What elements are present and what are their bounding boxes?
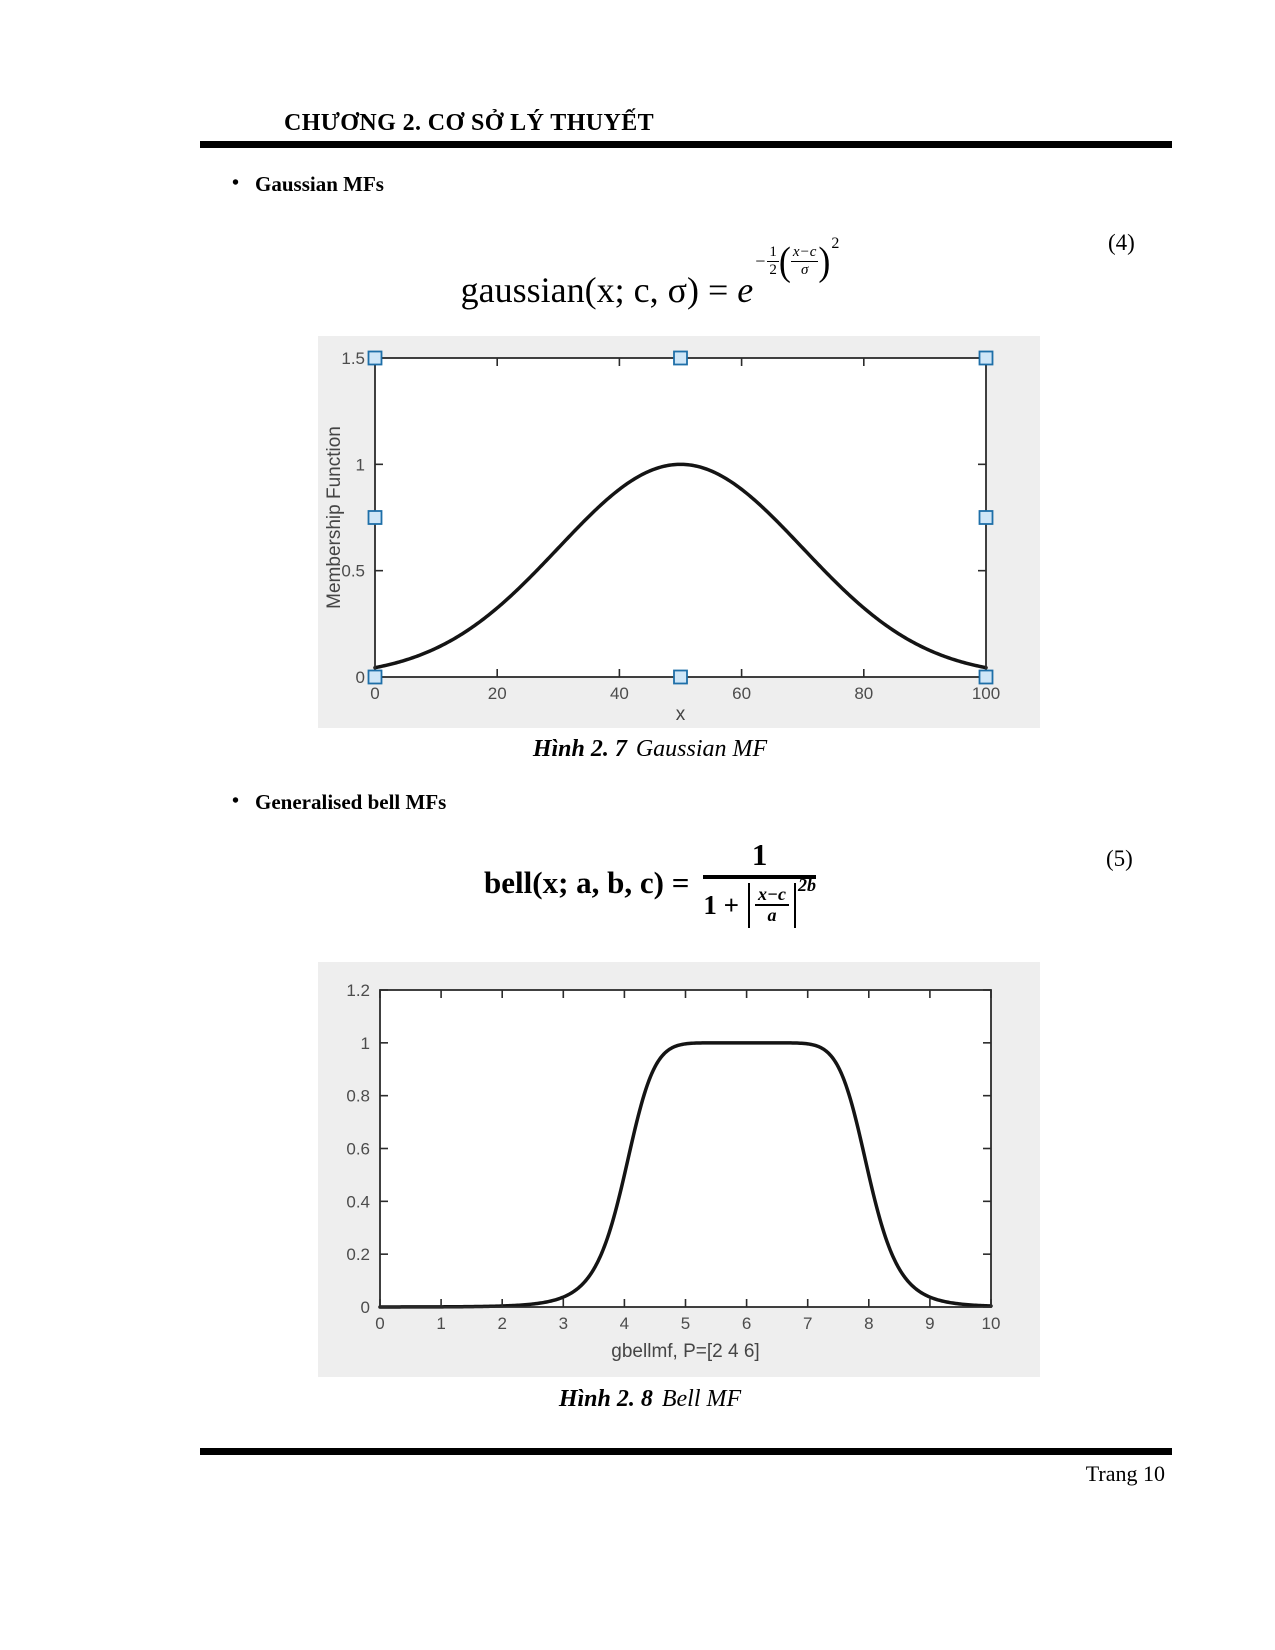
- x-tick-label: 80: [854, 684, 873, 703]
- gaussian-mf-chart: 0 20 40 60 80 100 0 0.5 1 1.5 x Membership Function: [324, 349, 1000, 725]
- x-tick-label: 0: [370, 684, 379, 703]
- inner-fraction: x−c σ: [790, 244, 819, 278]
- x-tick-label: 100: [972, 684, 1000, 703]
- selection-handle: [673, 350, 688, 366]
- y-axis-label: Membership Function: [324, 426, 345, 609]
- y-tick-label: 1: [356, 455, 365, 474]
- header-rule: [200, 141, 1172, 148]
- figure-caption-2: Hình 2. 8 Bell MF: [200, 1386, 1100, 1413]
- plot-area: [380, 990, 991, 1307]
- fraction-bar: [703, 875, 816, 879]
- y-tick-label: 0.6: [346, 1140, 370, 1159]
- right-paren: ): [818, 238, 831, 284]
- y-tick-label: 0.4: [346, 1192, 370, 1211]
- x-tick-label: 60: [732, 684, 751, 703]
- bullet-label: Gaussian MFs: [255, 172, 384, 196]
- x-tick-label: 5: [681, 1314, 690, 1333]
- abs-numerator: x−c: [755, 884, 789, 907]
- selection-handle: [367, 669, 383, 685]
- y-tick-label: 0: [356, 668, 365, 687]
- inner-numerator: x−c: [790, 244, 819, 262]
- x-tick-label: 40: [610, 684, 629, 703]
- caption-number: Hình 2. 8: [558, 1386, 653, 1412]
- x-tick-label: 9: [925, 1314, 934, 1333]
- y-tick-label: 1.5: [341, 349, 365, 368]
- equation-bell: bell(x; a, b, c) = 1 1 + x−c a 2b: [200, 837, 1100, 929]
- denominator-prefix: 1 +: [703, 889, 740, 920]
- minus-sign: −: [755, 251, 766, 271]
- x-tick-label: 2: [497, 1314, 506, 1333]
- equation-gaussian: gaussian(x; c, σ) = e − 1 2 ( x−c σ ) 2: [200, 236, 1100, 309]
- selection-handle: [367, 350, 383, 366]
- absolute-value-group: x−c a: [748, 882, 796, 929]
- footer-rule: [200, 1448, 1172, 1455]
- y-tick-label: 1.2: [346, 981, 370, 1000]
- y-tick-label: 0: [361, 1298, 370, 1317]
- selection-handle: [978, 510, 994, 525]
- figure-caption-1: Hình 2. 7 Gaussian MF: [200, 736, 1100, 763]
- caption-text: Bell MF: [661, 1386, 742, 1412]
- x-tick-label: 6: [742, 1314, 751, 1333]
- equation-gaussian-exponent: − 1 2 ( x−c σ ) 2: [755, 236, 839, 284]
- x-tick-label: 4: [620, 1314, 629, 1333]
- half-numerator: 1: [767, 244, 779, 262]
- membership-curve: [373, 462, 988, 670]
- inner-denominator: σ: [800, 261, 809, 278]
- power-2b: 2b: [797, 875, 816, 896]
- squared-power: 2: [831, 235, 840, 252]
- equation-number-4: (4): [1108, 230, 1135, 255]
- bullet-label: Generalised bell MFs: [255, 790, 447, 814]
- x-tick-label: 0: [375, 1314, 384, 1333]
- y-tick-label: 0.8: [346, 1087, 370, 1106]
- left-paren: (: [778, 238, 791, 284]
- bullet-icon: •: [232, 790, 240, 812]
- gaussian-lhs-text: gaussian(x; c, σ) =: [460, 270, 738, 310]
- selection-handle: [978, 669, 994, 685]
- selection-handle: [673, 669, 688, 685]
- page-number: Trang 10: [1085, 1461, 1165, 1486]
- tick-marks: [379, 989, 992, 1308]
- equation-number-5: (5): [1106, 846, 1133, 871]
- selection-handle: [367, 510, 383, 525]
- bullet-item-bell-mfs: • Generalised bell MFs: [232, 790, 446, 815]
- x-tick-label: 8: [864, 1314, 873, 1333]
- caption-text: Gaussian MF: [635, 736, 768, 762]
- bell-main-fraction: 1 1 + x−c a 2b: [703, 837, 816, 929]
- x-axis-label: gbellmf, P=[2 4 6]: [611, 1341, 759, 1362]
- gaussian-base-e: e: [737, 270, 754, 310]
- x-axis-label: x: [676, 704, 686, 725]
- half-fraction: 1 2: [767, 244, 779, 278]
- abs-denominator: a: [767, 905, 777, 926]
- y-tick-label: 0.5: [341, 562, 365, 581]
- chapter-heading: CHƯƠNG 2. CƠ SỞ LÝ THUYẾT: [284, 110, 655, 136]
- caption-number: Hình 2. 7: [532, 736, 627, 762]
- bullet-item-gaussian-mfs: • Gaussian MFs: [232, 172, 384, 197]
- bell-numerator: 1: [751, 837, 768, 872]
- half-denominator: 2: [769, 261, 777, 278]
- figure-gaussian-mf: 0 20 40 60 80 100 0 0.5 1 1.5 x Membership Function: [318, 336, 1040, 728]
- bell-lhs-text: bell(x; a, b, c) =: [484, 865, 690, 901]
- x-tick-label: 3: [559, 1314, 568, 1333]
- bell-denominator: 1 + x−c a 2b: [703, 876, 816, 929]
- x-tick-label: 20: [488, 684, 507, 703]
- abs-inner-fraction: x−c a: [755, 884, 789, 927]
- figure-bell-mf: 0 1 2 3 4 5 6 7 8 9 10 0 0.2 0.4 0.6 0.8 1 1.2 gbellmf, P=…: [318, 962, 1040, 1377]
- selection-handle: [978, 350, 994, 366]
- y-tick-label: 1: [361, 1034, 370, 1053]
- x-tick-label: 7: [803, 1314, 812, 1333]
- equation-gaussian-lhs: gaussian(x; c, σ) = e: [461, 272, 754, 308]
- bell-mf-chart: 0 1 2 3 4 5 6 7 8 9 10 0 0.2 0.4 0.6 0.8 1 1.2 gbellmf, P=…: [346, 981, 1001, 1362]
- x-tick-label: 10: [982, 1314, 1001, 1333]
- x-tick-label: 1: [436, 1314, 445, 1333]
- bullet-icon: •: [232, 172, 240, 194]
- y-tick-label: 0.2: [346, 1245, 370, 1264]
